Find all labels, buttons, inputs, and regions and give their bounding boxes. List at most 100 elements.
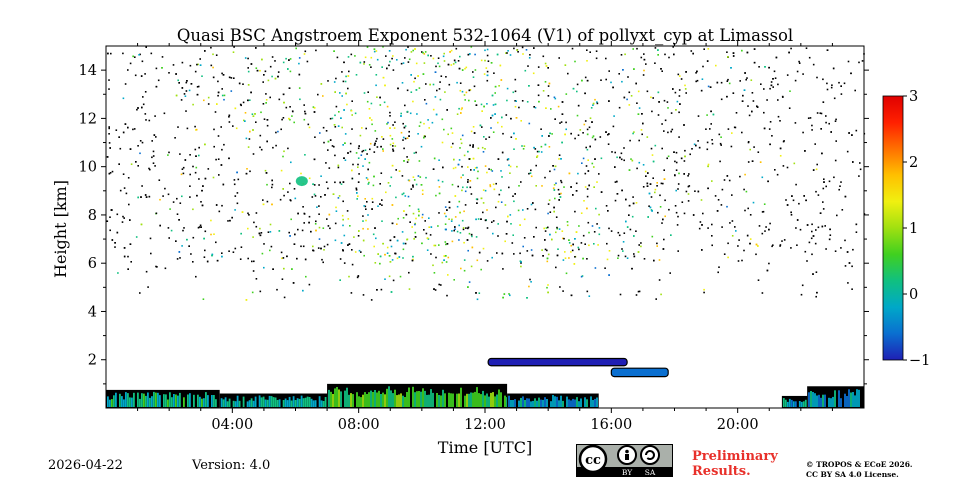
noise-point (428, 127, 430, 129)
noise-point (623, 232, 626, 234)
noise-point (461, 165, 463, 168)
noise-point (302, 206, 304, 208)
noise-point (454, 226, 456, 228)
noise-point (559, 122, 561, 124)
boundary-layer-column (422, 388, 424, 407)
noise-point (586, 128, 589, 131)
noise-point (570, 244, 572, 247)
noise-point (561, 230, 564, 232)
noise-point (296, 257, 298, 260)
noise-point (557, 188, 560, 191)
boundary-layer-column (418, 391, 420, 407)
noise-point (406, 156, 408, 158)
noise-point (451, 132, 454, 134)
noise-point (660, 182, 663, 185)
noise-point (591, 162, 594, 165)
noise-point (167, 193, 170, 196)
noise-point (416, 113, 418, 115)
noise-point (504, 240, 506, 243)
noise-point (362, 165, 364, 167)
noise-point (343, 262, 346, 264)
noise-point (656, 242, 658, 245)
noise-point (626, 257, 629, 259)
colorbar-tick-label: −1 (909, 353, 930, 369)
noise-point (266, 119, 269, 121)
noise-point (598, 233, 601, 236)
noise-point (399, 275, 402, 278)
noise-point (721, 188, 724, 191)
noise-point (469, 89, 472, 91)
noise-point (259, 69, 261, 72)
noise-point (271, 203, 273, 206)
noise-point (252, 270, 255, 272)
noise-point (462, 186, 464, 189)
noise-point (679, 103, 681, 105)
noise-point (394, 145, 397, 147)
noise-point (575, 231, 578, 233)
noise-point (403, 126, 406, 129)
noise-point (275, 144, 277, 147)
noise-point (348, 275, 350, 278)
boundary-layer-column (338, 389, 340, 407)
noise-point (494, 92, 496, 94)
noise-point (392, 145, 394, 147)
boundary-layer-column (584, 397, 586, 407)
noise-point (289, 118, 291, 121)
noise-point (475, 292, 477, 294)
noise-point (371, 208, 373, 210)
noise-point (288, 117, 290, 120)
noise-point (717, 199, 720, 201)
noise-point (608, 227, 610, 230)
noise-point (512, 91, 515, 94)
noise-point (328, 167, 331, 169)
boundary-layer-column (370, 390, 372, 407)
noise-point (638, 107, 641, 109)
noise-point (381, 199, 383, 201)
noise-point (374, 262, 377, 264)
noise-point (304, 258, 307, 261)
noise-point (675, 151, 678, 154)
boundary-layer-column (336, 387, 338, 407)
noise-point (334, 126, 337, 128)
noise-point (500, 189, 502, 192)
noise-point (507, 50, 509, 52)
noise-point (497, 200, 500, 203)
noise-point (202, 298, 205, 300)
noise-point (441, 261, 444, 264)
boundary-layer-column (183, 397, 185, 407)
noise-point (418, 87, 421, 89)
noise-point (108, 88, 110, 90)
noise-point (572, 194, 574, 196)
noise-point (320, 175, 322, 177)
boundary-layer-column (294, 400, 297, 407)
noise-point (118, 163, 120, 165)
noise-point (221, 252, 223, 254)
noise-point (184, 159, 187, 161)
noise-point (390, 245, 393, 248)
noise-point (537, 94, 540, 97)
noise-point (407, 46, 409, 48)
noise-point (373, 245, 375, 248)
noise-point (323, 141, 325, 144)
cc-license-badge[interactable]: cc BY SA (576, 444, 673, 477)
noise-point (438, 192, 441, 195)
noise-point (698, 146, 701, 149)
noise-point (757, 279, 760, 281)
noise-point (438, 283, 440, 286)
noise-point (699, 221, 702, 223)
noise-point (707, 85, 710, 88)
noise-point (476, 202, 478, 204)
noise-point (371, 197, 374, 200)
noise-point (530, 249, 533, 251)
noise-point (403, 210, 405, 212)
noise-point (777, 115, 780, 118)
noise-point (373, 151, 376, 153)
noise-point (796, 70, 799, 73)
noise-point (339, 279, 341, 281)
noise-point (628, 91, 631, 94)
noise-point (414, 48, 416, 50)
boundary-layer-column (222, 399, 225, 407)
noise-point (449, 51, 451, 53)
noise-point (687, 200, 690, 202)
noise-point (402, 257, 404, 259)
